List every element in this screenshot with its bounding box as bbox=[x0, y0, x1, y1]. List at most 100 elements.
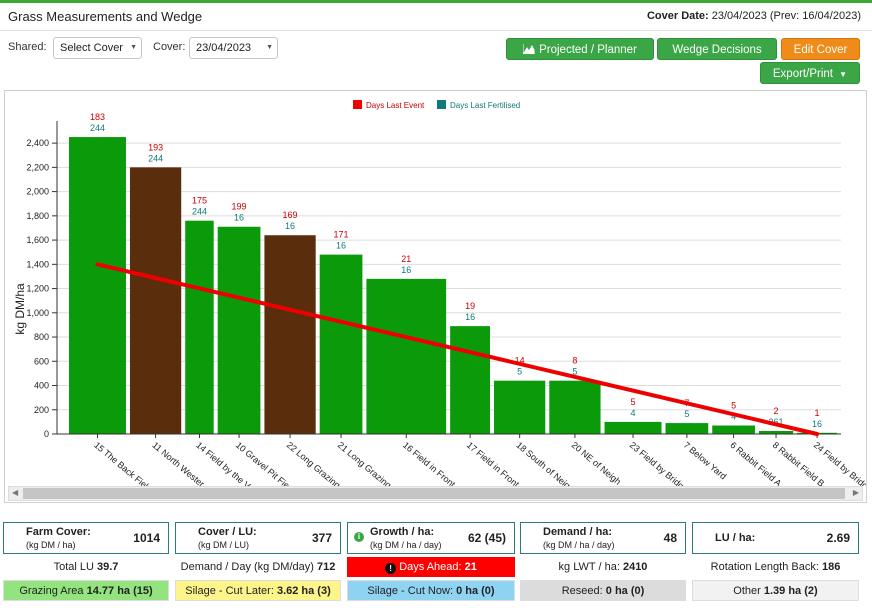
x-tick-label: 18 South of Neig bbox=[514, 440, 572, 486]
growth-per-ha-title: Growth / ha: bbox=[370, 526, 435, 538]
cover-date-value: 23/04/2023 (Prev: 16/04/2023) bbox=[711, 10, 861, 22]
scrollbar-thumb[interactable] bbox=[23, 488, 845, 499]
scroll-right-icon[interactable]: ▶ bbox=[852, 488, 859, 497]
caret-down-icon: ▼ bbox=[839, 70, 848, 79]
wedge-decisions-button[interactable]: Wedge Decisions bbox=[657, 38, 777, 60]
top-accent-stripe bbox=[0, 0, 872, 3]
growth-per-ha-unit: (kg DM / ha / day) bbox=[370, 540, 442, 550]
x-tick-label: 7 Below Yard bbox=[682, 440, 729, 482]
reseed-stat: Reseed: 0 ha (0) bbox=[520, 580, 686, 601]
shared-select-value: Select Cover bbox=[60, 42, 123, 54]
y-tick-label: 1,000 bbox=[26, 308, 49, 318]
days-last-event-label: 8 bbox=[572, 356, 577, 366]
x-tick-label: 23 Field by Bridg bbox=[628, 440, 686, 486]
days-last-fertilised-label: 16 bbox=[401, 265, 411, 275]
legend-swatch-days-last-event bbox=[353, 100, 362, 109]
x-tick-label: 21 Long Grazing bbox=[336, 440, 393, 486]
farm-cover-unit: (kg DM / ha) bbox=[26, 540, 76, 550]
farm-cover-title: Farm Cover: bbox=[26, 526, 91, 538]
demand-per-ha-title: Demand / ha: bbox=[543, 526, 613, 538]
days-ahead-stat: ! Days Ahead: 21 bbox=[347, 557, 515, 577]
cover-per-lu-card: Cover / LU: (kg DM / LU) 377 bbox=[175, 522, 341, 554]
days-last-fertilised-label: 244 bbox=[90, 123, 105, 133]
lu-per-ha-title: LU / ha: bbox=[715, 532, 756, 544]
days-last-event-label: 19 bbox=[465, 301, 475, 311]
days-last-event-label: 2 bbox=[774, 406, 779, 416]
chart-bar bbox=[69, 137, 126, 434]
projected-planner-button[interactable]: Projected / Planner bbox=[506, 38, 654, 60]
days-last-fertilised-label: 16 bbox=[234, 213, 244, 223]
chart-bar bbox=[129, 167, 182, 435]
grass-wedge-chart-panel: 0 200 400 600 800 1,000 1,200 1,400 1,600 1,800 2,… bbox=[4, 90, 867, 503]
edit-cover-button[interactable]: Edit Cover bbox=[781, 38, 860, 60]
kg-lwt-stat: kg LWT / ha: 2410 bbox=[520, 557, 686, 577]
cover-select[interactable]: 23/04/2023 ▼ bbox=[189, 37, 278, 59]
total-lu-stat: Total LU 39.7 bbox=[3, 557, 169, 577]
days-ahead-value: 21 bbox=[464, 561, 477, 573]
alert-circle-icon: ! bbox=[385, 563, 397, 574]
grass-wedge-chart: 0 200 400 600 800 1,000 1,200 1,400 1,600 1,800 2,… bbox=[13, 100, 866, 486]
x-tick-label: 15 The Back Fiel bbox=[92, 440, 150, 486]
y-tick-label: 1,600 bbox=[26, 235, 49, 245]
lu-per-ha-value: 2.69 bbox=[826, 531, 850, 545]
other-area-label: Other bbox=[733, 585, 761, 597]
cover-per-lu-unit: (kg DM / LU) bbox=[198, 540, 250, 550]
days-last-event-label: 193 bbox=[148, 142, 163, 152]
days-last-event-label: 5 bbox=[631, 397, 636, 407]
days-last-fertilised-label: 5 bbox=[684, 409, 689, 419]
kg-lwt-value: 2410 bbox=[622, 561, 648, 573]
days-last-event-label: 21 bbox=[401, 254, 411, 264]
other-area-stat: Other 1.39 ha (2) bbox=[692, 580, 859, 601]
days-last-event-label: 175 bbox=[192, 196, 207, 206]
y-tick-label: 600 bbox=[34, 356, 49, 366]
reseed-label: Reseed: bbox=[561, 585, 603, 597]
days-last-fertilised-label: 261 bbox=[769, 417, 784, 427]
info-circle-icon[interactable]: i bbox=[354, 532, 364, 542]
silage-cut-later-stat: Silage - Cut Later: 3.62 ha (3) bbox=[175, 580, 341, 601]
y-tick-label: 0 bbox=[44, 429, 49, 439]
days-last-event-label: 169 bbox=[283, 210, 298, 220]
rotation-length-value: 186 bbox=[821, 561, 841, 573]
export-print-button[interactable]: Export/Print ▼ bbox=[760, 62, 860, 84]
chart-bar bbox=[604, 421, 662, 434]
chart-horizontal-scrollbar[interactable]: ◀ ▶ bbox=[8, 486, 863, 501]
legend-label-days-last-event: Days Last Event bbox=[366, 101, 425, 110]
days-last-fertilised-label: 16 bbox=[465, 312, 475, 322]
chart-bar bbox=[494, 380, 546, 434]
kg-lwt-label: kg LWT / ha: bbox=[558, 561, 620, 573]
days-last-event-label: 5 bbox=[731, 401, 736, 411]
days-last-fertilised-label: 16 bbox=[336, 241, 346, 251]
demand-per-ha-card: Demand / ha: (kg DM / ha / day) 48 bbox=[520, 522, 686, 554]
chart-axes bbox=[56, 121, 841, 438]
grazing-area-value: 14.77 ha (15) bbox=[86, 585, 153, 597]
lu-per-ha-card: LU / ha: 2.69 bbox=[692, 522, 859, 554]
projected-planner-label: Projected / Planner bbox=[539, 44, 637, 56]
silage-cut-later-value: 3.62 ha (3) bbox=[276, 585, 331, 597]
legend-swatch-days-last-fertilised bbox=[437, 100, 446, 109]
x-tick-label: 17 Field in Front bbox=[465, 440, 522, 486]
rotation-length-label: Rotation Length Back: bbox=[710, 561, 819, 573]
page-header: Grass Measurements and Wedge Cover Date:… bbox=[0, 3, 872, 31]
days-last-fertilised-label: 4 bbox=[631, 408, 636, 418]
days-last-event-label: 183 bbox=[90, 112, 105, 122]
cover-per-lu-value: 377 bbox=[311, 531, 332, 545]
silage-cut-now-value: 0 ha (0) bbox=[456, 585, 495, 597]
other-area-value: 1.39 ha (2) bbox=[763, 585, 818, 597]
rotation-length-stat: Rotation Length Back: 186 bbox=[692, 557, 859, 577]
chart-bar bbox=[217, 226, 261, 434]
x-tick-label: 22 Long Grazing bbox=[285, 440, 342, 486]
shared-select[interactable]: Select Cover ▼ bbox=[53, 37, 142, 59]
y-tick-label: 800 bbox=[34, 332, 49, 342]
edit-cover-label: Edit Cover bbox=[793, 44, 848, 56]
cover-date-info: Cover Date: 23/04/2023 (Prev: 16/04/2023… bbox=[647, 10, 861, 22]
days-last-event-label: 14 bbox=[515, 356, 525, 366]
cover-label: Cover: bbox=[153, 41, 186, 53]
chart-bar bbox=[366, 278, 447, 434]
silage-cut-later-label: Silage - Cut Later: bbox=[185, 585, 274, 597]
chart-bar bbox=[185, 220, 214, 434]
reseed-value: 0 ha (0) bbox=[605, 585, 645, 597]
scroll-left-icon[interactable]: ◀ bbox=[12, 488, 19, 497]
chart-bar bbox=[264, 235, 316, 434]
demand-per-ha-unit: (kg DM / ha / day) bbox=[543, 540, 615, 550]
